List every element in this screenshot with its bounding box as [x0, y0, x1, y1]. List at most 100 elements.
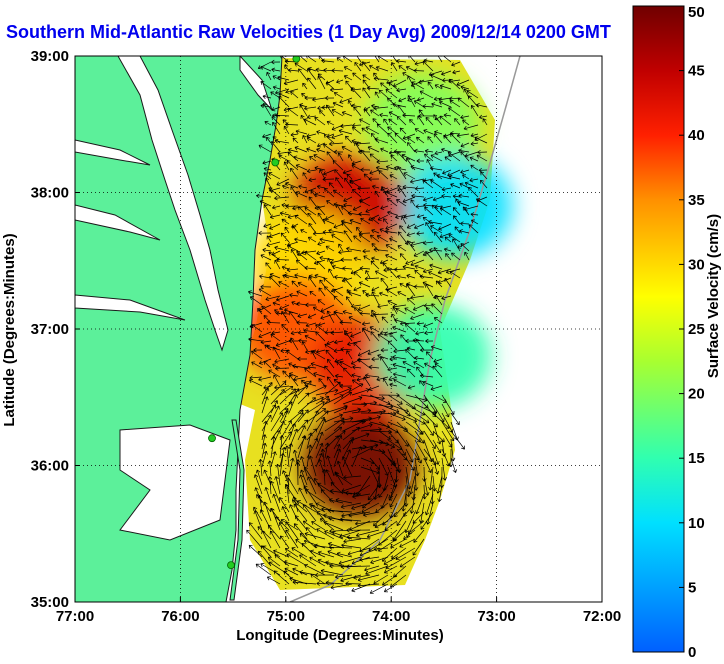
velocity-vector	[338, 249, 353, 255]
velocity-vector	[425, 351, 434, 360]
velocity-vector	[327, 550, 344, 558]
velocity-vector	[406, 157, 416, 171]
grid-lines	[75, 56, 602, 602]
velocity-vector	[432, 430, 445, 443]
velocity-vector	[423, 322, 434, 328]
velocity-vector	[298, 68, 308, 81]
velocity-vector	[396, 274, 407, 280]
velocity-vector	[304, 187, 317, 194]
velocity-vector	[258, 458, 264, 477]
x-tick-label: 72:00	[583, 608, 621, 625]
velocity-vector	[335, 177, 344, 189]
pamlico-sound	[119, 424, 231, 541]
velocity-vector	[307, 68, 317, 81]
velocity-vector	[275, 366, 290, 371]
velocity-vector	[353, 342, 362, 351]
velocity-vector	[274, 195, 290, 201]
velocity-vector	[304, 489, 326, 504]
velocity-vector	[454, 118, 461, 126]
velocity-vector	[333, 420, 345, 432]
velocity-vector	[410, 313, 425, 321]
velocity-vector	[358, 211, 371, 217]
y-tick-label: 38:00	[31, 185, 69, 202]
velocity-vector	[456, 79, 470, 87]
velocity-vector	[376, 159, 389, 165]
velocity-vector	[310, 573, 326, 585]
velocity-vector	[266, 576, 281, 585]
velocity-vector	[359, 556, 380, 562]
velocity-vector	[270, 381, 287, 396]
velocity-vector	[405, 457, 415, 471]
velocity-vector	[412, 304, 425, 311]
velocity-vector	[260, 339, 272, 345]
velocity-vector	[374, 270, 389, 279]
velocity-vector	[251, 350, 263, 360]
velocity-vector	[443, 247, 452, 252]
outer-banks	[229, 419, 245, 601]
velocity-vector	[451, 252, 461, 261]
velocity-vector	[334, 373, 344, 379]
velocity-vector	[320, 313, 335, 320]
velocity-vector	[374, 520, 389, 529]
velocity-vector	[409, 178, 425, 184]
velocity-vector	[342, 169, 353, 175]
velocity-vector	[283, 161, 290, 171]
velocity-vector	[425, 283, 434, 297]
velocity-vector	[422, 179, 434, 189]
velocity-vector	[424, 153, 434, 162]
velocity-vector	[438, 223, 452, 231]
velocity-vector	[293, 503, 308, 522]
velocity-vector	[399, 253, 407, 261]
velocity-vector	[324, 530, 344, 540]
velocity-vector	[326, 310, 335, 324]
velocity-vector	[315, 410, 329, 423]
velocity-vector	[347, 154, 353, 162]
velocity-vector	[249, 296, 263, 306]
velocity-vector	[258, 144, 272, 153]
velocity-vector	[422, 104, 434, 109]
velocity-vector	[361, 61, 371, 72]
velocity-vector	[286, 553, 308, 567]
velocity-vector	[280, 519, 299, 531]
velocity-vector	[460, 142, 470, 148]
velocity-vector	[411, 81, 425, 90]
velocity-vector	[362, 248, 371, 254]
velocity-vector	[327, 358, 335, 369]
velocity-vector	[273, 374, 281, 387]
velocity-vector	[287, 147, 299, 153]
velocity-vector	[416, 136, 425, 144]
velocity-vector	[274, 358, 290, 364]
velocity-vector	[315, 67, 326, 73]
velocity-vector	[324, 187, 335, 198]
velocity-vector	[332, 160, 344, 171]
velocity-vector	[422, 380, 434, 387]
velocity-vector	[452, 238, 461, 252]
velocity-vector	[350, 87, 362, 99]
velocity-vector	[387, 394, 403, 405]
velocity-vector	[333, 91, 344, 99]
velocity-vector	[296, 500, 317, 513]
radar-station-marker	[292, 56, 301, 63]
velocity-vector	[283, 273, 299, 279]
velocity-vector	[309, 556, 326, 567]
velocity-vector	[357, 186, 371, 191]
velocity-vector	[377, 214, 389, 221]
velocity-vector	[297, 313, 308, 318]
velocity-vector	[374, 137, 389, 144]
velocity-vector	[364, 373, 380, 378]
velocity-vector	[393, 149, 407, 154]
velocity-vector	[317, 142, 326, 148]
velocity-vector	[470, 164, 479, 171]
velocity-vector	[383, 118, 389, 126]
velocity-vector	[271, 141, 281, 153]
velocity-vector	[251, 324, 263, 333]
velocity-vector	[309, 156, 317, 162]
velocity-vector	[373, 247, 389, 252]
velocity-vector	[405, 430, 421, 443]
velocity-vector	[460, 221, 470, 226]
velocity-vector	[399, 556, 416, 568]
velocity-vector	[361, 127, 371, 135]
velocity-vector	[291, 499, 308, 513]
shelf-contour-line	[289, 56, 521, 602]
velocity-vector	[342, 439, 353, 459]
